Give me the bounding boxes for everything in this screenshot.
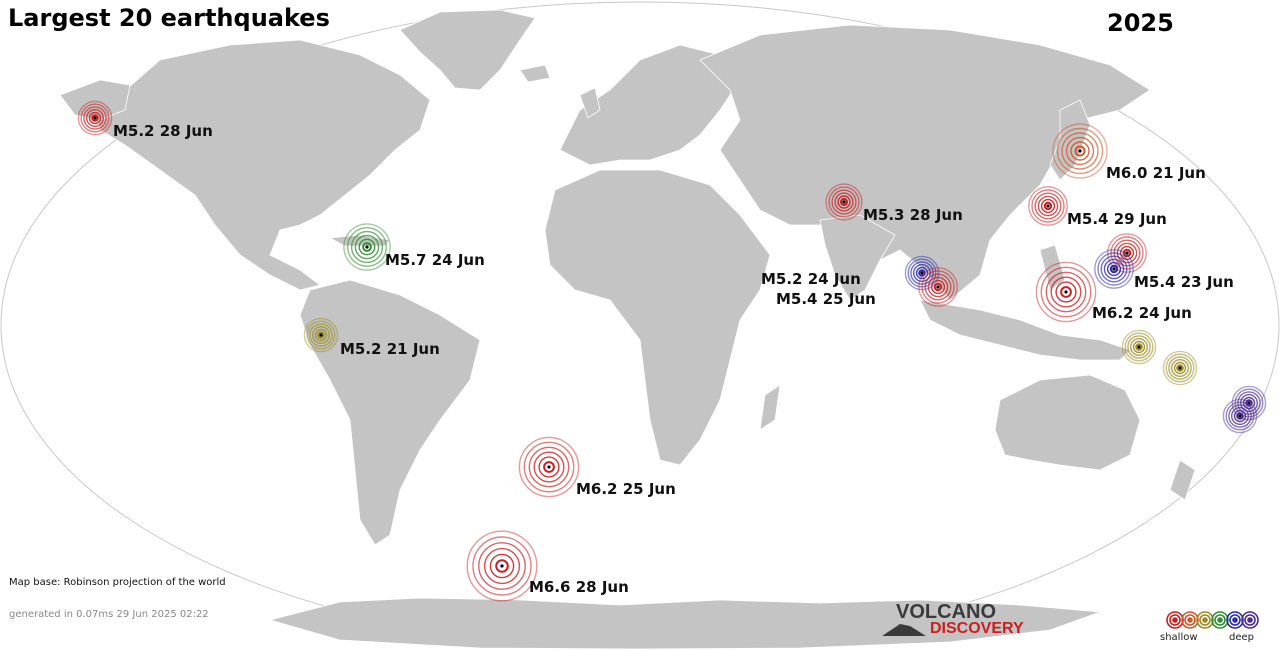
- earthquake-marker[interactable]: [1121, 329, 1157, 365]
- quake-label: M5.2 21 Jun: [340, 340, 440, 358]
- landmass-south-america: [299, 279, 481, 546]
- landmass-alaska: [59, 79, 131, 121]
- legend-depth-ring: [1226, 611, 1244, 629]
- earthquake-marker[interactable]: [1222, 398, 1258, 434]
- landmass-antarctica: [268, 597, 1101, 650]
- earthquake-marker[interactable]: [518, 436, 580, 498]
- landmass-north-america: [94, 39, 431, 291]
- legend-depth-ring: [1241, 611, 1259, 629]
- landmasses: [59, 9, 1196, 650]
- quake-label: M5.4 23 Jun: [1134, 273, 1234, 291]
- earthquake-marker[interactable]: [825, 183, 863, 221]
- earthquake-marker[interactable]: [1035, 261, 1097, 323]
- legend-shallow-label: shallow: [1160, 632, 1198, 643]
- earthquake-markers: [77, 100, 1267, 602]
- volcano-logo-icon: [882, 624, 926, 636]
- landmass-asia: [699, 24, 1151, 301]
- landmass-europe: [559, 44, 741, 166]
- earthquake-marker[interactable]: [343, 223, 391, 271]
- logo-discovery-text[interactable]: DISCOVERY: [930, 620, 1024, 637]
- legend-depth-ring: [1211, 611, 1229, 629]
- quake-label: M5.4 25 Jun: [776, 290, 876, 308]
- depth-legend-rings: [1166, 611, 1259, 629]
- earthquake-marker[interactable]: [1028, 186, 1068, 226]
- legend-depth-ring: [1181, 611, 1199, 629]
- earthquake-marker[interactable]: [1162, 350, 1198, 386]
- quake-label: M5.4 29 Jun: [1067, 210, 1167, 228]
- map-title: Largest 20 earthquakes: [8, 4, 330, 32]
- earthquake-labels: M5.2 28 Jun M6.0 21 Jun M5.3 28 Jun M5.4…: [113, 122, 1234, 596]
- year-label: 2025: [1107, 9, 1174, 37]
- earthquake-marker[interactable]: [1052, 123, 1108, 179]
- legend-depth-ring: [1196, 611, 1214, 629]
- landmass-africa: [544, 169, 771, 466]
- generated-note: generated in 0.07ms 29 Jun 2025 02:22: [9, 609, 209, 620]
- earthquake-marker[interactable]: [466, 530, 538, 602]
- landmass-australia: [994, 374, 1141, 471]
- legend-depth-ring: [1166, 611, 1184, 629]
- map-base-note: Map base: Robinson projection of the wor…: [9, 577, 226, 588]
- quake-label: M6.2 24 Jun: [1092, 304, 1192, 322]
- landmass-new-zealand: [1169, 459, 1196, 501]
- landmass-iceland: [519, 64, 551, 83]
- quake-label: M6.2 25 Jun: [576, 480, 676, 498]
- logo-volcano-text[interactable]: VOLCANO: [896, 601, 996, 623]
- landmass-indonesia: [919, 299, 1131, 361]
- landmass-greenland: [399, 9, 536, 91]
- earthquake-marker[interactable]: [1094, 249, 1134, 289]
- landmass-madagascar: [759, 384, 781, 431]
- landmass-india: [819, 214, 896, 301]
- quake-label: M5.7 24 Jun: [385, 251, 485, 269]
- earthquake-marker[interactable]: [918, 267, 958, 307]
- legend-deep-label: deep: [1229, 632, 1254, 643]
- quake-label: M6.6 28 Jun: [529, 578, 629, 596]
- landmass-uk: [579, 87, 601, 119]
- earthquake-marker[interactable]: [77, 100, 113, 136]
- quake-label: M5.3 28 Jun: [863, 206, 963, 224]
- quake-label: M6.0 21 Jun: [1106, 164, 1206, 182]
- quake-label: M5.2 24 Jun: [761, 270, 861, 288]
- quake-label: M5.2 28 Jun: [113, 122, 213, 140]
- earthquake-marker[interactable]: [303, 317, 339, 353]
